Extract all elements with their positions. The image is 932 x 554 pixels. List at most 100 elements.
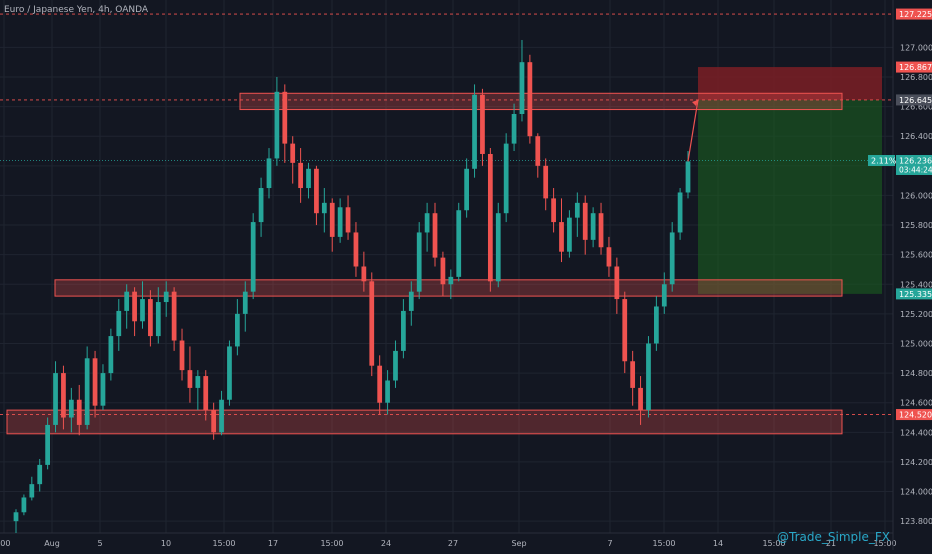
candle-body <box>76 399 82 425</box>
candle-body <box>685 161 691 193</box>
candle-body <box>219 399 224 433</box>
candle-body <box>242 291 248 314</box>
y-tick-label: 124.600 <box>900 399 932 408</box>
price-label-text: 127.225 <box>899 10 932 19</box>
price-label-text: 126.236 <box>899 156 932 165</box>
candle-body <box>250 222 256 292</box>
x-tick-label: :00 <box>0 539 10 548</box>
y-tick-label: 126.800 <box>900 73 932 82</box>
percent-label-text: 2.11% <box>871 156 897 165</box>
candle-body <box>195 376 201 388</box>
candle-body <box>155 302 161 337</box>
candle-body <box>677 192 683 233</box>
candle-body <box>487 153 493 282</box>
candle-body <box>606 247 612 267</box>
y-tick-label: 126.600 <box>900 103 932 112</box>
candle-body <box>211 410 217 433</box>
x-tick-label: 15:00 <box>873 539 896 548</box>
candle-body <box>108 336 114 374</box>
candle-body <box>369 281 375 366</box>
candle-body <box>13 512 19 522</box>
candle-body <box>567 217 572 252</box>
candle-body <box>511 114 517 144</box>
candle-body <box>519 62 525 115</box>
candle-body <box>527 62 533 137</box>
candle-body <box>543 165 549 199</box>
candle-body <box>590 213 596 240</box>
x-tick-label: 5 <box>97 539 102 548</box>
candle-body <box>574 202 580 218</box>
price-label-text: 125.335 <box>899 290 932 299</box>
candle-body <box>132 291 137 322</box>
sr-zone <box>6 409 843 435</box>
candle-body <box>535 136 541 166</box>
candle-body <box>638 387 643 411</box>
candle-body <box>448 276 454 285</box>
candle-body <box>227 346 232 400</box>
candle-body <box>646 343 651 411</box>
candle-body <box>551 198 556 223</box>
y-tick-label: 125.400 <box>900 280 932 289</box>
candle-body <box>598 213 604 248</box>
price-label-text: 126.867 <box>899 63 932 72</box>
x-tick-label: Sep <box>511 539 526 548</box>
candle-body <box>630 361 636 388</box>
candle-body <box>61 373 66 418</box>
candle-body <box>393 350 398 381</box>
countdown-text: 03:44:24 <box>899 165 932 174</box>
y-tick-label: 125.800 <box>900 221 932 230</box>
x-tick-label: 7 <box>607 539 612 548</box>
candle-body <box>361 266 367 282</box>
candle-body <box>661 284 667 307</box>
candle-body <box>495 213 501 282</box>
candle-body <box>124 291 130 311</box>
x-tick-label: 10 <box>161 539 171 548</box>
price-label-box <box>896 288 932 300</box>
candle-body <box>84 358 90 425</box>
x-tick-label: Aug <box>44 539 60 548</box>
candle-body <box>337 207 343 237</box>
candle-body <box>503 143 509 214</box>
candle-body <box>234 313 240 347</box>
y-tick-label: 123.800 <box>900 517 932 526</box>
candle-body <box>456 210 462 277</box>
x-tick-label: 21 <box>826 539 836 548</box>
candle-body <box>440 257 446 285</box>
stop-loss-box <box>698 67 882 100</box>
candle-body <box>298 162 303 189</box>
y-tick-label: 125.000 <box>900 339 932 348</box>
price-label-box <box>896 154 932 175</box>
candle-body <box>464 168 470 211</box>
price-label-box <box>896 8 932 20</box>
y-tick-label: 127.000 <box>900 43 932 52</box>
candle-body <box>329 202 335 237</box>
y-tick-label: 124.800 <box>900 369 932 378</box>
candle-body <box>100 373 106 406</box>
projection-arrowhead <box>692 99 698 106</box>
candle-body <box>274 91 280 159</box>
x-tick-label: 14 <box>713 539 723 548</box>
candle-body <box>377 365 383 403</box>
candle-body <box>29 484 35 498</box>
candle-body <box>148 299 153 337</box>
candle-body <box>306 168 311 189</box>
price-label-box <box>896 61 932 73</box>
candle-body <box>258 188 264 223</box>
candle-body <box>669 232 675 285</box>
candle-body <box>408 291 414 311</box>
percent-label-box <box>868 154 895 166</box>
candle-body <box>187 370 193 388</box>
projection-arrow <box>687 99 699 162</box>
candle-body <box>654 306 659 344</box>
candle-body <box>559 222 564 252</box>
watermark: @Trade_Simple_FX <box>777 530 890 544</box>
price-label-box <box>896 94 932 106</box>
y-tick-label: 125.600 <box>900 251 932 260</box>
sr-zone <box>239 92 843 111</box>
candle-body <box>582 202 588 240</box>
candle-body <box>116 310 122 337</box>
candle-body <box>53 373 58 425</box>
candle-body <box>37 464 43 485</box>
